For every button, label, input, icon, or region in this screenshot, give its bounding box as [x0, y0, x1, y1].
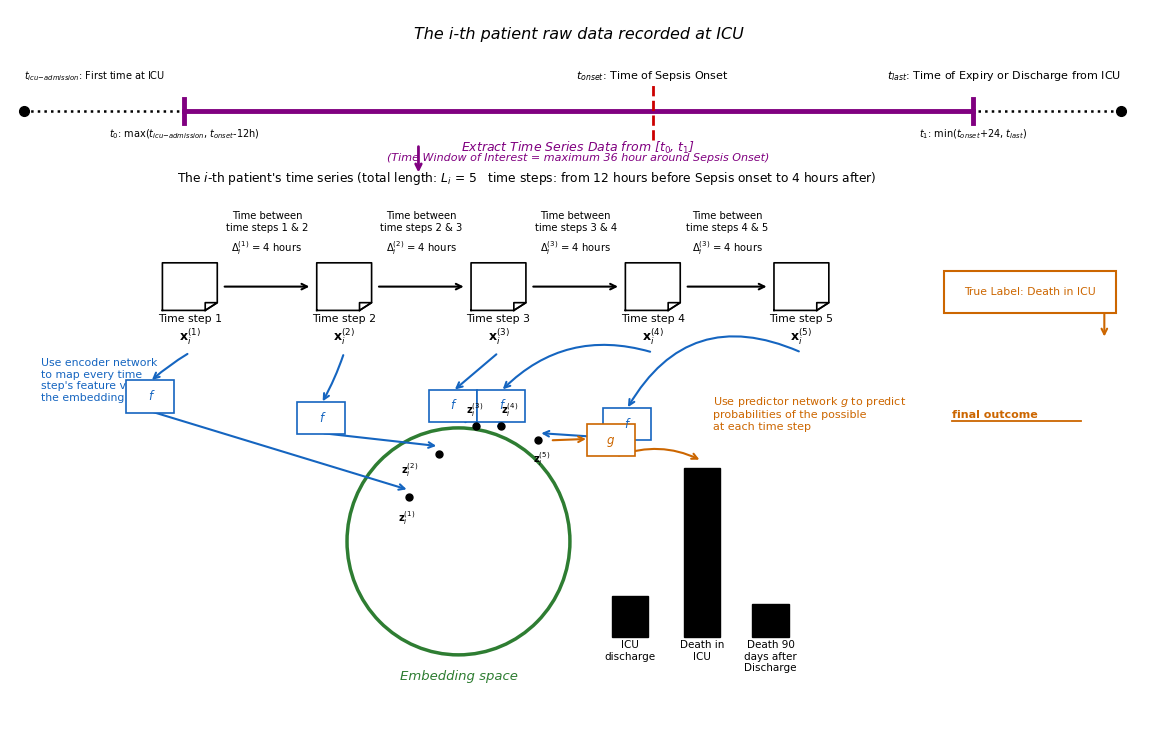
Text: Time step 1: Time step 1: [157, 314, 222, 324]
Text: $\mathbf{x}_i^{(4)}$: $\mathbf{x}_i^{(4)}$: [642, 326, 664, 347]
Text: f: f: [148, 390, 152, 403]
Text: $\mathbf{z}_i^{(3)}$: $\mathbf{z}_i^{(3)}$: [466, 401, 484, 419]
Text: g: g: [606, 434, 614, 447]
Text: Use predictor network $g$ to predict: Use predictor network $g$ to predict: [714, 395, 907, 410]
FancyBboxPatch shape: [587, 424, 634, 457]
FancyBboxPatch shape: [944, 271, 1115, 313]
Text: $\Delta_i^{(1)}$ = 4 hours: $\Delta_i^{(1)}$ = 4 hours: [231, 239, 302, 257]
Ellipse shape: [347, 428, 570, 655]
Text: f: f: [499, 399, 503, 413]
Text: f: f: [625, 418, 628, 430]
Text: at each time step: at each time step: [714, 422, 811, 432]
Text: $\mathbf{z}_i^{(1)}$: $\mathbf{z}_i^{(1)}$: [398, 509, 415, 527]
Polygon shape: [471, 263, 526, 310]
Bar: [684, 468, 721, 636]
Text: $\mathbf{z}_i^{(5)}$: $\mathbf{z}_i^{(5)}$: [533, 451, 551, 468]
Text: The i-th patient raw data recorded at ICU: The i-th patient raw data recorded at IC…: [413, 27, 744, 42]
Text: Use encoder network
to map every time
step's feature vector to
the embedding spa: Use encoder network to map every time st…: [42, 358, 169, 403]
Text: True Label: Death in ICU: True Label: Death in ICU: [964, 286, 1096, 297]
Text: Death in
ICU: Death in ICU: [680, 640, 724, 662]
Polygon shape: [317, 263, 371, 310]
Text: f: f: [319, 412, 323, 425]
Text: Time step 5: Time step 5: [769, 314, 833, 324]
Text: Time step 3: Time step 3: [466, 314, 530, 324]
Text: $\mathbf{x}_i^{(5)}$: $\mathbf{x}_i^{(5)}$: [790, 326, 812, 347]
Polygon shape: [626, 263, 680, 310]
FancyBboxPatch shape: [297, 402, 345, 434]
Text: Death 90
days after
Discharge: Death 90 days after Discharge: [744, 640, 797, 674]
Bar: [612, 596, 648, 636]
Text: Extract Time Series Data from [$t_0$, $t_1$]: Extract Time Series Data from [$t_0$, $t…: [462, 140, 695, 156]
Text: ICU
discharge: ICU discharge: [604, 640, 656, 662]
FancyBboxPatch shape: [603, 408, 650, 440]
Text: The $i$-th patient's time series (total length: $L_i$ = 5   time steps: from 12 : The $i$-th patient's time series (total …: [177, 170, 877, 186]
Text: $\Delta_i^{(2)}$ = 4 hours: $\Delta_i^{(2)}$ = 4 hours: [385, 239, 457, 257]
Text: $\mathbf{z}_i^{(2)}$: $\mathbf{z}_i^{(2)}$: [400, 461, 418, 479]
Polygon shape: [774, 263, 828, 310]
FancyBboxPatch shape: [429, 390, 477, 422]
Text: probabilities of the possible: probabilities of the possible: [714, 410, 870, 420]
Text: $t_{onset}$: Time of Sepsis Onset: $t_{onset}$: Time of Sepsis Onset: [576, 69, 729, 84]
Text: Time between
time steps 3 & 4: Time between time steps 3 & 4: [535, 211, 617, 233]
Text: f: f: [451, 399, 455, 413]
Text: $t_0$: max($t_{icu\mathrm{-}admission}$, $t_{onset}$-12h): $t_0$: max($t_{icu\mathrm{-}admission}$,…: [109, 128, 259, 141]
Text: $\Delta_i^{(3)}$ = 4 hours: $\Delta_i^{(3)}$ = 4 hours: [692, 239, 762, 257]
Text: Time step 2: Time step 2: [312, 314, 376, 324]
Text: (Time Window of Interest = maximum 36 hour around Sepsis Onset): (Time Window of Interest = maximum 36 ho…: [388, 154, 769, 163]
Text: Embedding space: Embedding space: [399, 671, 517, 683]
Text: $t_1$: min($t_{onset}$+24, $t_{last}$): $t_1$: min($t_{onset}$+24, $t_{last}$): [919, 128, 1027, 141]
Text: $t_{last}$: Time of Expiry or Discharge from ICU: $t_{last}$: Time of Expiry or Discharge …: [887, 69, 1121, 84]
Text: Time between
time steps 1 & 2: Time between time steps 1 & 2: [226, 211, 308, 233]
Text: Time between
time steps 4 & 5: Time between time steps 4 & 5: [686, 211, 768, 233]
FancyBboxPatch shape: [126, 380, 174, 413]
Text: $\mathbf{z}_i^{(4)}$: $\mathbf{z}_i^{(4)}$: [501, 401, 518, 419]
Text: Time step 4: Time step 4: [621, 314, 685, 324]
FancyBboxPatch shape: [477, 390, 525, 422]
Polygon shape: [162, 263, 218, 310]
Text: $\mathbf{x}_i^{(1)}$: $\mathbf{x}_i^{(1)}$: [179, 326, 201, 347]
Text: $\Delta_i^{(3)}$ = 4 hours: $\Delta_i^{(3)}$ = 4 hours: [540, 239, 611, 257]
Text: final outcome: final outcome: [952, 410, 1038, 420]
Bar: [752, 604, 789, 636]
Text: $\mathbf{x}_i^{(2)}$: $\mathbf{x}_i^{(2)}$: [333, 326, 355, 347]
Text: $t_{icu\mathrm{-}admission}$: First time at ICU: $t_{icu\mathrm{-}admission}$: First time…: [24, 69, 165, 84]
Text: Time between
time steps 2 & 3: Time between time steps 2 & 3: [381, 211, 463, 233]
Text: $\mathbf{x}_i^{(3)}$: $\mathbf{x}_i^{(3)}$: [487, 326, 509, 347]
